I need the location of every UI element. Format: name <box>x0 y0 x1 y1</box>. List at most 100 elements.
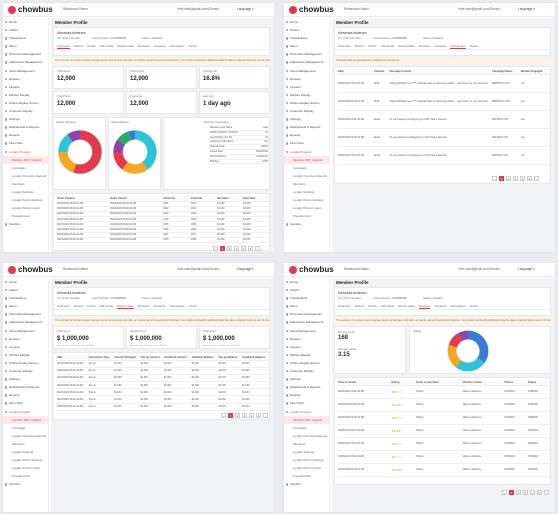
sidebar-item[interactable]: Reports <box>284 131 329 139</box>
logo[interactable]: chowbus <box>289 5 334 14</box>
table-row[interactable]: 09/23/2023 08:02:44 AM Top-up $1,000 $1,000… <box>56 381 269 390</box>
page-button[interactable]: 1 <box>499 176 504 181</box>
sidebar-item[interactable]: Campaign <box>3 164 48 172</box>
sidebar-item[interactable]: Campaign <box>284 424 329 432</box>
sidebar-item[interactable]: Prepaid Card <box>284 212 329 220</box>
sidebar-item[interactable]: Home <box>284 18 329 26</box>
sidebar-item[interactable]: Loyalty Points Import <box>3 464 48 472</box>
table-row[interactable]: 09/23/2023 08:02:44 AM ★★☆☆☆ Pickup Was so … <box>337 450 550 464</box>
sidebar-item[interactable]: Loyalty Program <box>284 148 329 156</box>
table-row[interactable]: 09/23/2023 08:02:44 AM Top-up $1,000 $1,000… <box>56 395 269 404</box>
sidebar-item[interactable]: Adjustment Management <box>284 318 329 326</box>
tab[interactable]: Points <box>87 304 96 308</box>
sidebar-item[interactable]: Floor Plan <box>284 399 329 407</box>
sidebar-item[interactable]: Loyalty Settings <box>284 448 329 456</box>
page-button[interactable]: 2 <box>235 413 240 418</box>
sidebar-item[interactable]: Campaign <box>284 164 329 172</box>
tab[interactable]: Vouch <box>188 304 197 308</box>
sidebar-item[interactable]: Loyalty Points Settings <box>3 196 48 204</box>
sidebar-item[interactable]: Promotion Management <box>3 310 48 318</box>
sidebar-item[interactable]: Transactions <box>3 34 48 42</box>
table-row[interactable]: 09/23/2023 08:02:44 AM ★★★★☆ Pickup Was so … <box>337 398 550 412</box>
sidebar-item[interactable]: Kitchen Display <box>3 91 48 99</box>
table-row[interactable]: 09/23/2023 08:02:44 AM ★★★☆☆ Pickup Was so … <box>337 385 550 399</box>
logo[interactable]: chowbus <box>8 265 53 274</box>
restaurant-selector[interactable]: Restaurant Name <box>344 7 369 11</box>
page-button[interactable]: 2 <box>516 490 521 495</box>
sidebar-item[interactable]: Members <box>3 180 48 188</box>
sidebar-item[interactable]: Promotion Management <box>3 50 48 58</box>
table-row[interactable]: 09/23/2023 08:02:44 AM ★★★★★ Pickup Was so … <box>337 463 550 477</box>
sidebar-item[interactable]: Floor Plan <box>284 139 329 147</box>
sidebar-item[interactable]: Member 360° Insights <box>3 155 48 164</box>
sidebar-item[interactable]: Layouts <box>3 343 48 351</box>
table-row[interactable]: 09/23/2023 08:02:44 AM ★★★☆☆ Pickup Was so … <box>337 411 550 425</box>
sidebar-item[interactable]: Devices <box>284 75 329 83</box>
page-button[interactable]: 3 <box>513 176 518 181</box>
sidebar-item[interactable]: Team Management <box>3 67 48 75</box>
page-button[interactable]: 5 <box>256 413 261 418</box>
sidebar-item[interactable]: Adjustment Management <box>3 58 48 66</box>
tab[interactable]: Vouch <box>469 304 478 308</box>
tab[interactable]: Visitors <box>354 44 365 48</box>
tab[interactable]: Coupons <box>153 44 166 48</box>
sidebar-item[interactable]: Campaign <box>3 424 48 432</box>
sidebar-item[interactable]: Loyalty Points Import <box>284 204 329 212</box>
page-button[interactable]: 1 <box>509 490 514 495</box>
sidebar-item[interactable]: Team Management <box>284 67 329 75</box>
tab[interactable]: Gift Cards <box>99 304 114 308</box>
sidebar-item[interactable]: Transactions <box>3 294 48 302</box>
sidebar-item[interactable]: Members <box>284 180 329 188</box>
sidebar-item[interactable]: Settings <box>284 375 329 383</box>
language-selector[interactable]: Language ▾ <box>518 7 535 11</box>
page-button[interactable]: ‹ <box>502 490 507 495</box>
table-row[interactable]: 09/23/2023 08:02:44 AM 09/23/2023 08:02:4… <box>56 216 269 223</box>
table-row[interactable]: 09/23/2023 08:02:44 AM Top-up $1,000 $1,000… <box>56 367 269 375</box>
sidebar-item[interactable]: Promotion Management <box>284 50 329 58</box>
tab[interactable]: Points <box>368 304 377 308</box>
sidebar-item[interactable]: Member 360° Insights <box>284 415 329 424</box>
tab[interactable]: Coupons <box>434 44 447 48</box>
sidebar-item[interactable]: Orders <box>3 286 48 294</box>
sidebar-item[interactable]: Customer Display <box>284 367 329 375</box>
table-row[interactable]: 09/23/2023 08:02:44 AM Top-up $1,000 $1,000… <box>56 374 269 383</box>
sidebar-item[interactable]: Promotion Management <box>284 310 329 318</box>
logo[interactable]: chowbus <box>8 5 53 14</box>
sidebar-item[interactable]: Members <box>284 440 329 448</box>
tab[interactable]: Campaigns <box>450 304 466 308</box>
sidebar-item[interactable]: Settings <box>284 115 329 123</box>
sidebar-item[interactable]: Devices <box>3 335 48 343</box>
restaurant-selector[interactable]: Restaurant Name <box>63 267 88 271</box>
table-row[interactable]: 09/23/2023 08:02:44 AM 09/23/2023 08:02:4… <box>56 206 269 212</box>
sidebar-item[interactable]: Orders <box>284 286 329 294</box>
sidebar-item[interactable]: Floor Plan <box>3 399 48 407</box>
tab[interactable]: Stored value <box>398 44 416 48</box>
table-row[interactable]: 09/23/2023 08:02:44 AM Top-up $1,000 $1,000… <box>56 388 269 397</box>
page-button[interactable]: 5 <box>248 246 253 251</box>
sidebar-item[interactable]: Settings <box>3 115 48 123</box>
tab[interactable]: Gift Cards <box>99 44 114 48</box>
page-button[interactable]: ‹ <box>213 246 218 251</box>
tab[interactable]: Stored value <box>117 44 135 48</box>
tab[interactable]: Gift Cards <box>380 44 395 48</box>
sidebar-item[interactable]: Menu <box>3 302 48 310</box>
page-button[interactable]: 4 <box>530 490 535 495</box>
tab[interactable]: Vouch <box>188 44 197 48</box>
table-row[interactable]: 09/23/2023 08:02:44 AM SMS Happy Birthday … <box>337 74 550 93</box>
sidebar-item[interactable]: Loyalty Program <box>3 408 48 416</box>
sidebar-item[interactable]: Loyalty Settings <box>3 188 48 196</box>
sidebar-item[interactable]: Customer Display <box>3 367 48 375</box>
table-row[interactable]: 09/23/2023 08:02:44 AM Top-up $1,000 $1,000… <box>56 403 269 411</box>
sidebar-item[interactable]: Member 360° Insights <box>284 155 329 164</box>
sidebar-item[interactable]: Vendors <box>3 480 48 488</box>
sidebar-item[interactable]: Menu <box>3 42 48 50</box>
page-button[interactable]: 1 <box>220 246 225 251</box>
sidebar-item[interactable]: Reports <box>3 391 48 399</box>
sidebar-item[interactable]: Loyalty Points Import <box>284 464 329 472</box>
sidebar-item[interactable]: Floor Plan <box>3 139 48 147</box>
page-button[interactable]: › <box>263 413 268 418</box>
sidebar-item[interactable]: Loyalty Program <box>284 408 329 416</box>
sidebar-item[interactable]: Home <box>3 18 48 26</box>
table-row[interactable]: 09/23/2023 08:02:44 AM ★★★☆☆ Pickup Was so … <box>337 437 550 451</box>
page-button[interactable]: 2 <box>506 176 511 181</box>
